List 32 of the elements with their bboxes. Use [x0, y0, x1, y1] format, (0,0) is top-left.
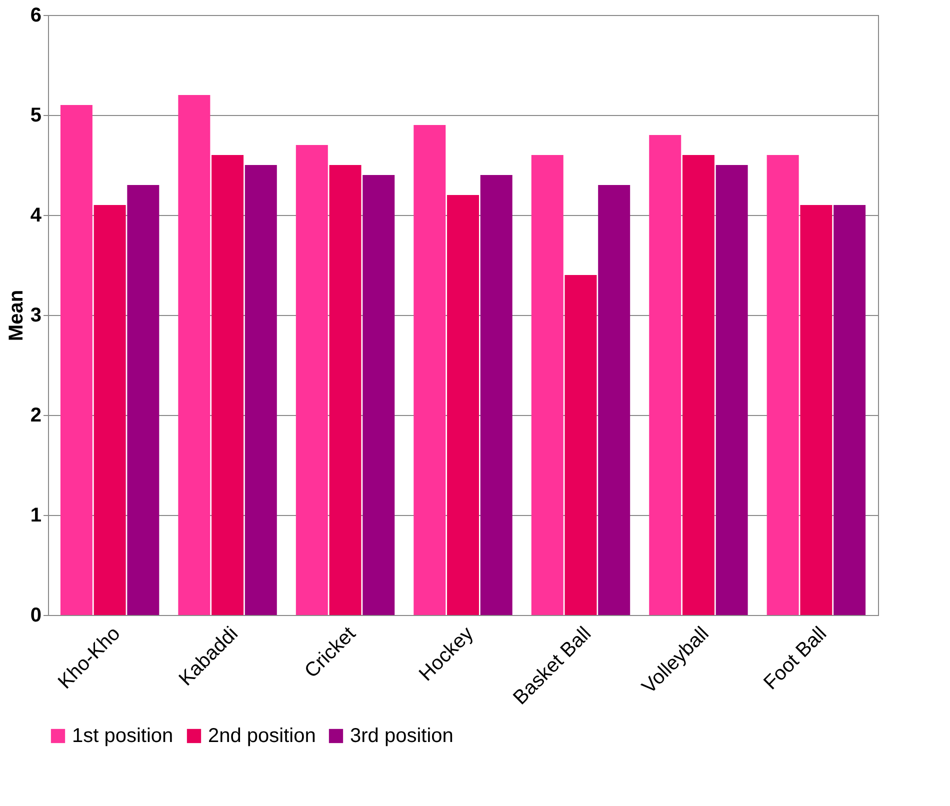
bar: [94, 205, 126, 615]
bar: [682, 155, 714, 615]
bar: [127, 185, 160, 615]
bar: [766, 155, 799, 615]
bar: [834, 205, 866, 615]
bar: [564, 275, 597, 615]
legend-label: 1st position: [72, 725, 174, 747]
bar: [598, 185, 630, 615]
bar: [329, 165, 362, 615]
bar: [414, 125, 446, 615]
bar: [244, 165, 277, 615]
bar: [800, 205, 832, 615]
bar: [60, 105, 92, 615]
legend-label: 2nd position: [208, 725, 316, 747]
y-tick-label: 3: [30, 304, 42, 326]
y-tick-label: 4: [30, 204, 42, 226]
bar: [447, 195, 479, 615]
y-tick-label: 6: [30, 4, 42, 26]
bar: [296, 145, 328, 615]
y-tick-label: 5: [30, 104, 42, 126]
y-axis-title: Mean: [5, 290, 28, 342]
y-tick-label: 2: [30, 404, 42, 426]
bar: [212, 155, 244, 615]
y-tick-label: 1: [30, 504, 42, 526]
bar: [362, 175, 395, 615]
bar: [480, 175, 512, 615]
bar: [716, 165, 748, 615]
y-tick-label: 0: [30, 604, 42, 626]
legend-label: 3rd position: [350, 725, 454, 747]
bar: [649, 135, 682, 615]
bar: [178, 95, 210, 615]
bar: [531, 155, 564, 615]
